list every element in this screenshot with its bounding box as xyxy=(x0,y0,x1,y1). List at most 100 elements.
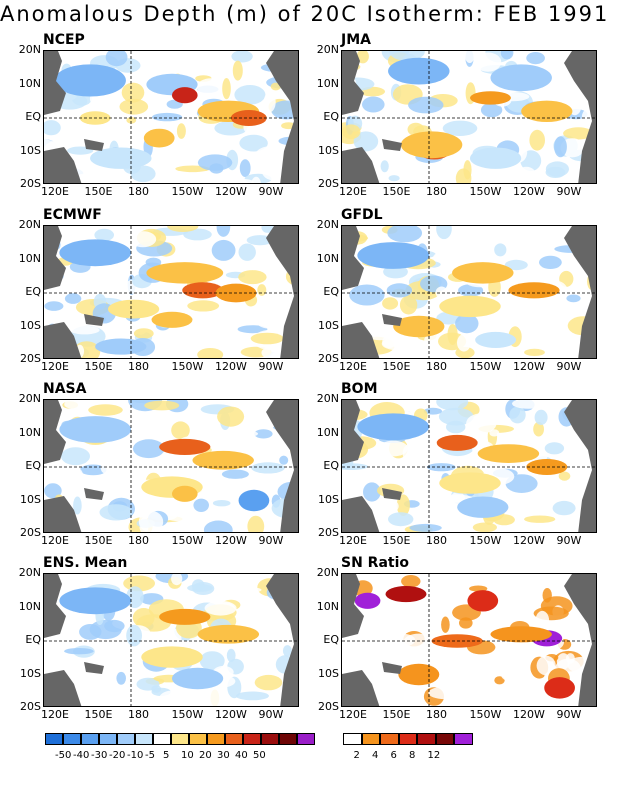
landmass-americas xyxy=(564,400,596,532)
lat-tick-label: EQ xyxy=(25,110,41,123)
lat-tick-label: 20N xyxy=(316,43,339,56)
colorbar-swatch xyxy=(361,733,380,745)
colorbar-label: 10 xyxy=(181,750,194,761)
landmass-new-guinea xyxy=(84,139,104,151)
field-patch xyxy=(556,653,570,670)
lon-tick-label: 120E xyxy=(41,534,69,547)
field-patch xyxy=(363,482,381,502)
field-patch xyxy=(514,328,547,343)
field-patch xyxy=(545,161,569,177)
field-patch xyxy=(466,413,497,434)
colorbar-label: 6 xyxy=(390,750,397,761)
field-patch xyxy=(436,400,469,411)
field-feature xyxy=(357,242,430,269)
field-patch xyxy=(566,294,581,303)
lat-tick-label: EQ xyxy=(25,633,41,646)
field-patch xyxy=(512,695,548,706)
map-panel xyxy=(43,399,299,533)
field-patch xyxy=(81,275,115,290)
field-patch xyxy=(209,163,224,174)
field-patch xyxy=(253,647,273,669)
field-patch xyxy=(459,617,473,629)
field-patch xyxy=(495,348,526,358)
field-feature xyxy=(90,147,152,169)
panel-title: ENS. Mean xyxy=(43,555,128,571)
lat-tick-label: EQ xyxy=(323,110,339,123)
lon-tick-label: 150E xyxy=(84,360,113,373)
field-patch xyxy=(357,620,381,639)
field-patch xyxy=(207,688,223,706)
map-panel xyxy=(341,50,597,184)
landmass-asia xyxy=(342,400,364,464)
lat-tick-label: 20S xyxy=(318,526,339,539)
lon-tick-label: 120W xyxy=(215,360,247,373)
lon-tick-label: 150W xyxy=(469,708,502,721)
lat-tick-label: 20S xyxy=(318,352,339,365)
field-patch xyxy=(442,120,478,136)
map-panel xyxy=(43,573,299,707)
field-patch xyxy=(257,284,267,296)
field-patch xyxy=(472,522,497,532)
field-patch xyxy=(212,500,231,507)
field-patch xyxy=(489,429,500,437)
field-patch xyxy=(388,175,400,182)
field-patch xyxy=(539,255,562,269)
field-patch xyxy=(44,120,61,136)
lon-tick-label: 150E xyxy=(382,708,411,721)
colorbar-swatch xyxy=(297,733,315,745)
field-patch xyxy=(516,166,537,183)
field-patch xyxy=(536,655,556,676)
lat-tick-label: EQ xyxy=(323,459,339,472)
field-patch xyxy=(217,406,245,427)
lon-tick-label: 90W xyxy=(258,708,284,721)
field-patch xyxy=(218,51,230,62)
lon-tick-label: 150W xyxy=(469,534,502,547)
field-patch xyxy=(350,650,363,668)
field-patch xyxy=(282,645,292,657)
field-feature xyxy=(108,299,160,319)
landmass-australia xyxy=(44,322,82,358)
field-feature xyxy=(470,91,511,105)
lon-tick-label: 120W xyxy=(215,185,247,198)
panel-title: NCEP xyxy=(43,32,85,48)
lon-tick-label: 180 xyxy=(426,534,447,547)
lat-tick-label: 20N xyxy=(18,43,41,56)
field-patch xyxy=(445,662,454,676)
colorbar-label: -20 xyxy=(109,750,126,761)
landmass-new-guinea xyxy=(84,314,104,326)
field-patch xyxy=(387,226,423,243)
field-feature xyxy=(439,472,501,494)
field-feature xyxy=(400,131,463,159)
lon-tick-label: 90W xyxy=(556,360,582,373)
field-patch xyxy=(512,400,545,409)
field-patch xyxy=(133,328,154,339)
lon-tick-label: 180 xyxy=(128,360,149,373)
lat-tick-label: 10N xyxy=(18,251,41,265)
colorbar-swatch xyxy=(81,733,99,745)
field-feature xyxy=(54,64,126,97)
lat-tick-label: 20S xyxy=(20,352,41,365)
field-patch xyxy=(204,600,237,616)
landmass-australia xyxy=(342,496,380,532)
field-patch xyxy=(44,301,64,311)
field-feature xyxy=(470,147,522,169)
field-patch xyxy=(231,51,253,63)
field-patch xyxy=(526,52,545,65)
map-field xyxy=(342,226,596,358)
panel-title: BOM xyxy=(341,381,378,397)
colorbar-swatch xyxy=(117,733,135,745)
field-feature xyxy=(146,262,224,284)
field-patch xyxy=(382,297,399,310)
map-field xyxy=(342,574,596,706)
field-patch xyxy=(513,675,530,684)
field-patch xyxy=(463,160,472,180)
colorbar-swatch xyxy=(398,733,417,745)
field-patch xyxy=(226,648,236,662)
field-patch xyxy=(176,123,186,139)
field-patch xyxy=(149,64,160,79)
landmass-americas xyxy=(266,226,298,358)
lon-tick-label: 180 xyxy=(128,708,149,721)
field-patch xyxy=(529,129,545,151)
field-patch xyxy=(362,112,397,122)
field-patch xyxy=(254,429,273,439)
